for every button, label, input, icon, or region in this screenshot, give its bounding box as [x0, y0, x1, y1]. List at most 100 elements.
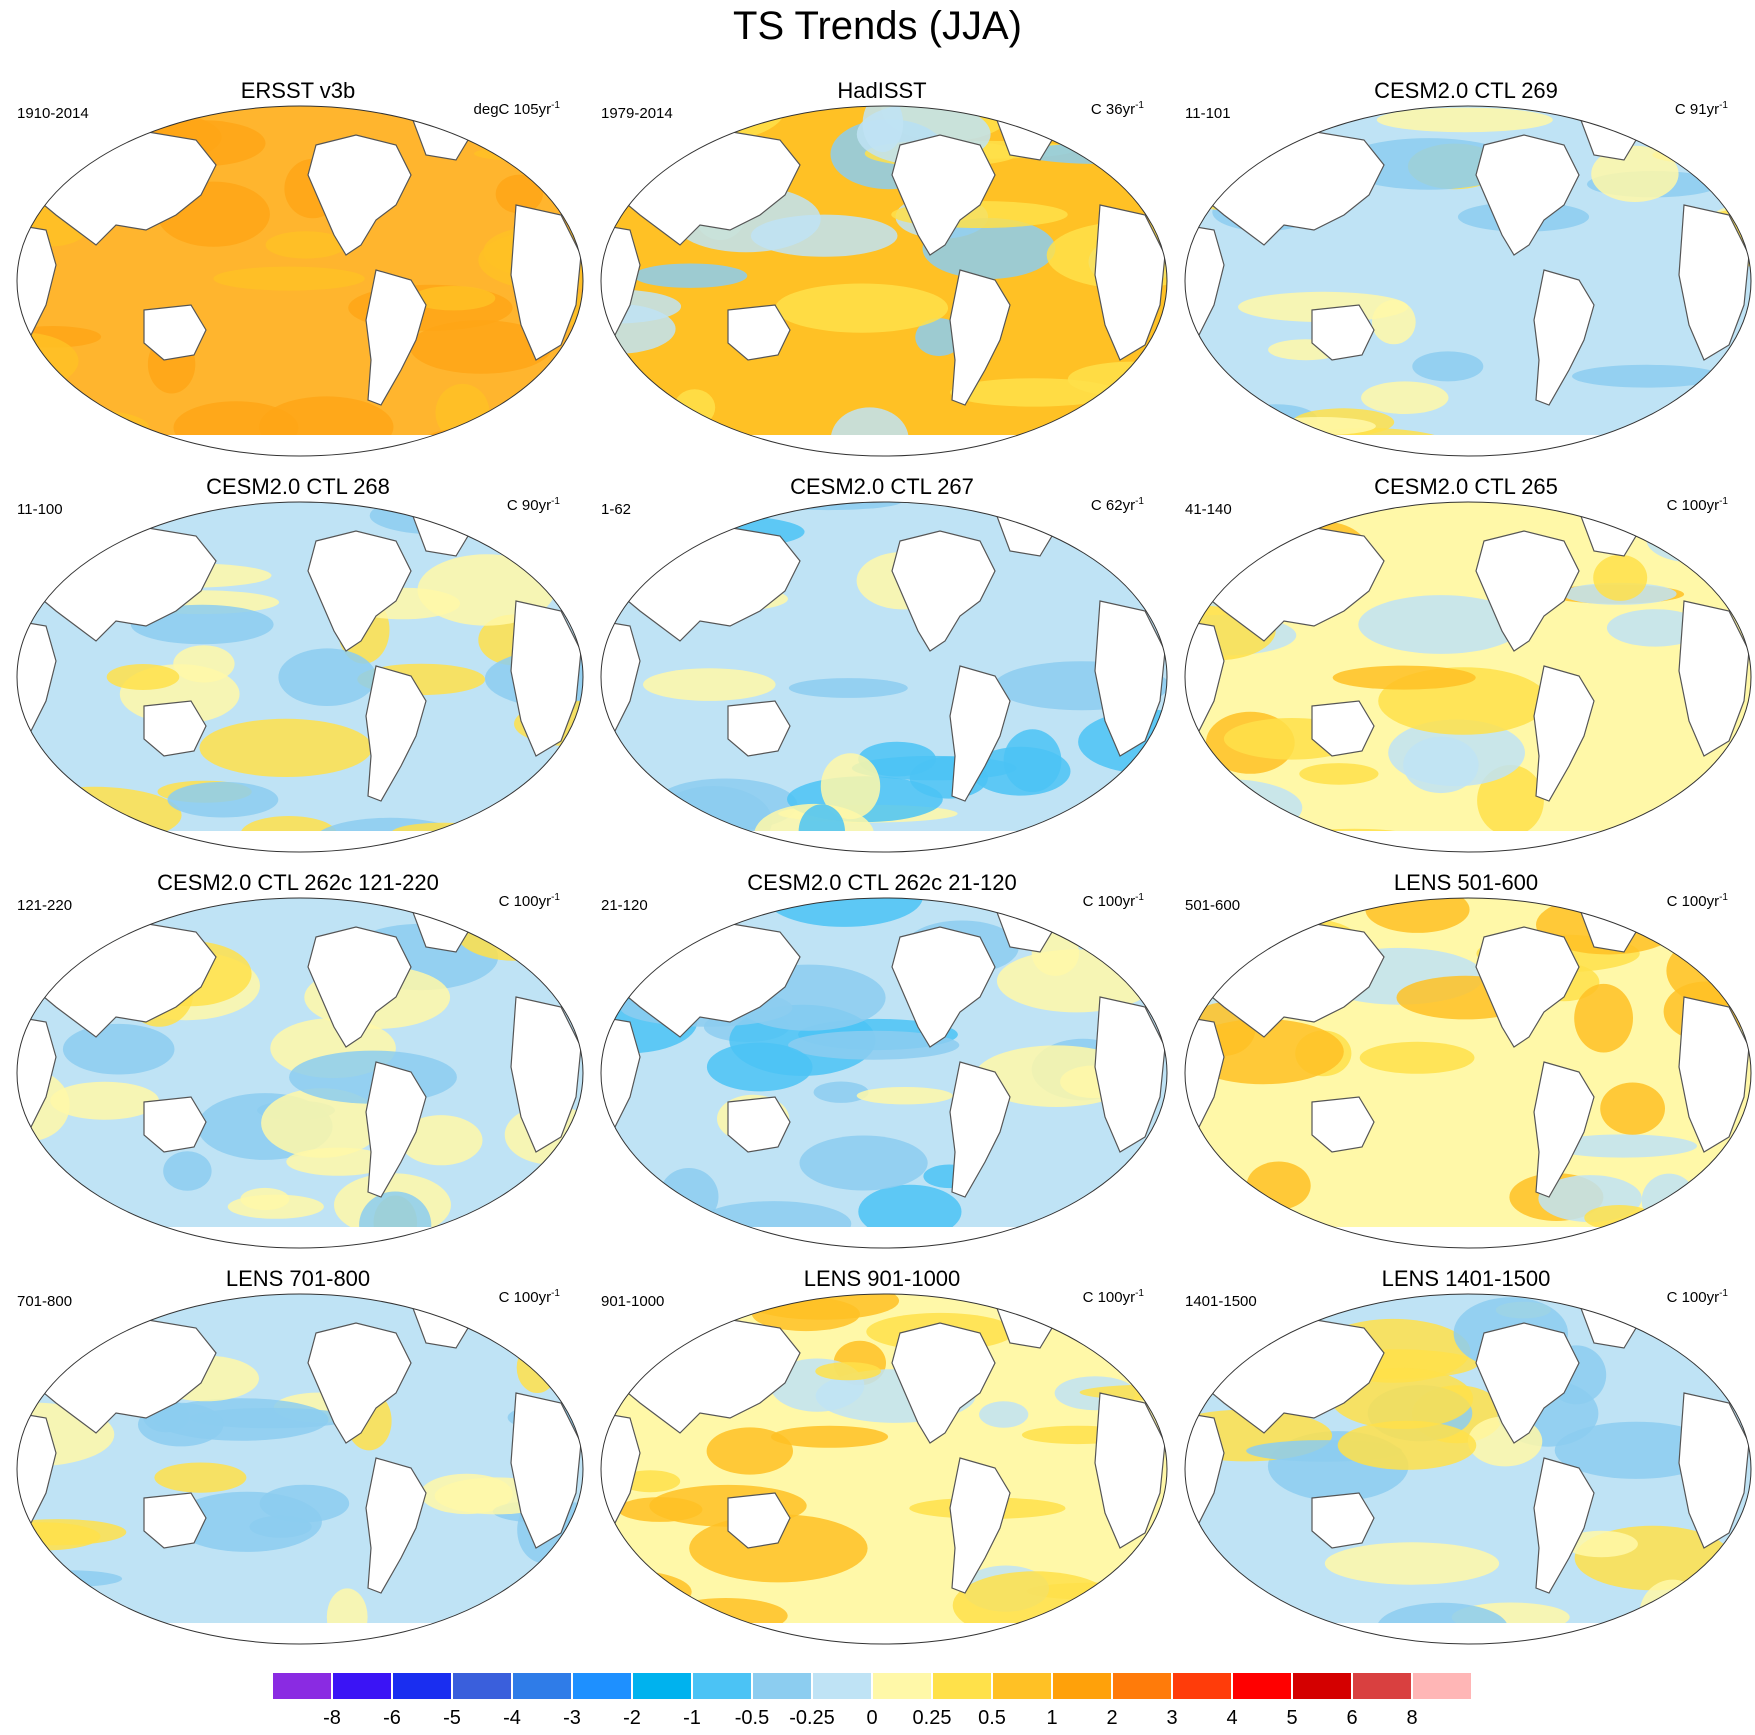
continent: [307, 926, 412, 1048]
continent: [1678, 996, 1750, 1153]
trend-anomaly-region: [858, 741, 936, 777]
world-map: [16, 105, 584, 457]
colorbar-swatch: [1232, 1672, 1292, 1700]
colorbar-swatch: [452, 1672, 512, 1700]
map-boundary: [16, 501, 584, 853]
trend-anomaly-region: [1359, 1041, 1475, 1074]
colorbar-label: -6: [383, 1707, 401, 1729]
world-map: [1184, 1293, 1752, 1645]
colorbar-swatch: [1412, 1672, 1472, 1700]
panel-period: 501-600: [1185, 897, 1241, 914]
panel-units-base: C 36yr: [1090, 101, 1136, 118]
trend-anomaly-region: [788, 1030, 960, 1060]
panel-title: CESM2.0 CTL 262c 121-220: [157, 870, 439, 895]
continent: [949, 269, 1011, 406]
panel-units-base: C 91yr: [1674, 101, 1720, 118]
panel-period: 41-140: [1185, 501, 1232, 518]
continent: [1475, 134, 1580, 256]
panel-units: C 36yr-1: [1091, 100, 1144, 118]
trend-anomaly-region: [996, 949, 1157, 1013]
trend-anomaly-region: [1185, 813, 1266, 847]
continent: [601, 1016, 641, 1139]
trend-anomaly-region: [163, 1151, 212, 1191]
map-panel: CESM2.0 CTL 268 11-100 C 90yr-1: [8, 474, 588, 874]
colorbar-swatch: [1112, 1672, 1172, 1700]
trend-anomaly-region: [1688, 1630, 1751, 1644]
panel-title: CESM2.0 CTL 265: [1374, 474, 1558, 499]
colorbar-swatch: [932, 1672, 992, 1700]
continent: [1678, 1392, 1750, 1549]
antarctica: [17, 831, 583, 852]
continent: [510, 600, 582, 757]
trend-anomaly-region: [516, 1342, 558, 1393]
trend-anomaly-region: [17, 1570, 123, 1588]
trend-anomaly-region: [1720, 1153, 1751, 1211]
colorbar-label: 5: [1286, 1707, 1298, 1729]
trend-anomaly-region: [1376, 107, 1553, 133]
map-boundary: [16, 897, 584, 1249]
trend-anomaly-region: [265, 231, 347, 259]
panel-units: C 100yr-1: [1667, 496, 1728, 514]
trend-anomaly-region: [559, 1366, 583, 1401]
trend-anomaly-region: [1358, 595, 1524, 654]
colorbar-label: -8: [323, 1707, 341, 1729]
panel-units-exponent: -1: [1719, 496, 1728, 507]
antarctica: [601, 1623, 1167, 1644]
panel-units-base: C 100yr: [1666, 893, 1720, 910]
continent: [143, 700, 207, 757]
trend-anomaly-region: [106, 664, 180, 690]
colorbar-swatch: [1292, 1672, 1352, 1700]
trend-anomaly-region: [601, 805, 693, 836]
panel-units-base: C 100yr: [1082, 1289, 1136, 1306]
panel-title: LENS 701-800: [225, 1266, 371, 1291]
trend-anomaly-region: [799, 1135, 928, 1191]
panel-units-exponent: -1: [1719, 1288, 1728, 1299]
continent: [1533, 1457, 1595, 1594]
continent: [1533, 1061, 1595, 1198]
continent: [143, 1096, 207, 1153]
map-boundary: [16, 1293, 584, 1645]
colorbar-swatch: [692, 1672, 752, 1700]
continent: [365, 1061, 427, 1198]
trend-anomaly-region: [1185, 566, 1219, 598]
trend-anomaly-region: [633, 263, 748, 288]
trend-anomaly-region: [1371, 299, 1416, 345]
continent: [1475, 1322, 1580, 1444]
continent: [1094, 600, 1166, 757]
trend-anomaly-region: [172, 1491, 322, 1552]
continent: [727, 304, 791, 361]
colorbar-label: 4: [1226, 1707, 1238, 1729]
continent: [1185, 1016, 1225, 1139]
continent: [891, 134, 996, 256]
antarctica: [1185, 435, 1751, 456]
continent: [1678, 204, 1750, 361]
continent: [601, 224, 641, 347]
continent: [1311, 1096, 1375, 1153]
antarctica: [601, 1227, 1167, 1248]
world-map: [600, 501, 1168, 853]
trend-anomaly-region: [1584, 1205, 1655, 1231]
colorbar-label: -0.5: [734, 1707, 770, 1729]
panel-units-exponent: -1: [1719, 100, 1728, 111]
continent: [307, 134, 412, 256]
colorbar-swatch: [752, 1672, 812, 1700]
panel-units: C 100yr-1: [499, 892, 560, 910]
world-map: [1184, 897, 1752, 1249]
antarctica: [1185, 1227, 1751, 1248]
colorbar-label: -1: [683, 1707, 701, 1729]
panel-units-base: C 100yr: [1082, 893, 1136, 910]
trend-anomaly-region: [17, 1522, 101, 1551]
trend-anomaly-region: [199, 718, 373, 777]
panel-units-exponent: -1: [551, 496, 560, 507]
panel-title: LENS 901-1000: [803, 1266, 961, 1291]
trend-anomaly-region: [1641, 1173, 1697, 1228]
panel-period: 701-800: [17, 1293, 73, 1310]
panel-units-base: C 100yr: [498, 893, 552, 910]
antarctica: [1185, 1623, 1751, 1644]
panel-units-base: C 62yr: [1090, 497, 1136, 514]
trend-anomaly-region: [601, 1204, 673, 1248]
trend-anomaly-region: [488, 106, 583, 117]
continent: [510, 204, 582, 361]
colorbar-swatch: [1352, 1672, 1412, 1700]
continent: [1475, 530, 1580, 652]
